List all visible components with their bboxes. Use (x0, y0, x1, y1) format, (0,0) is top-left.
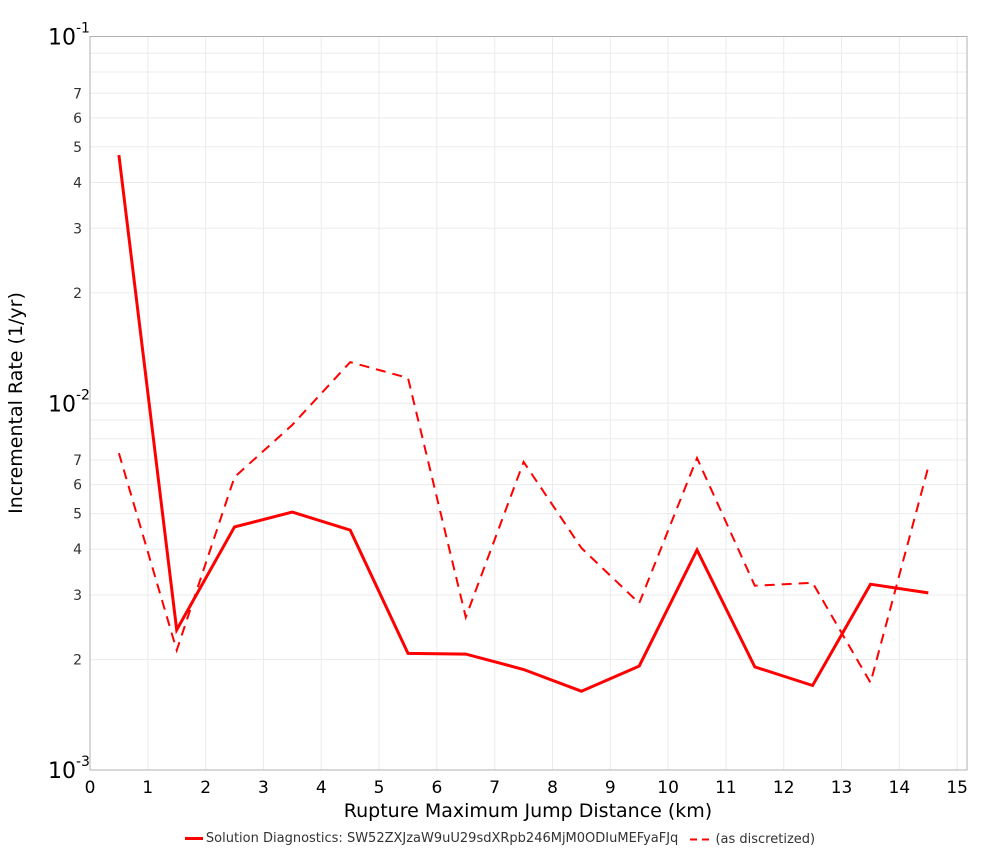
x-tick-label: 7 (489, 778, 500, 798)
x-tick-label: 9 (605, 778, 616, 798)
y-minor-tick-label: 3 (73, 588, 82, 604)
y-minor-tick-label: 4 (73, 542, 82, 558)
legend-label: (as discretized) (715, 831, 816, 847)
grid-lines (89, 36, 967, 771)
y-major-tick-label: 10 (48, 759, 76, 784)
discretized-series-line (117, 360, 930, 686)
x-axis-ticks: 0 1 2 3 4 5 6 7 8 9 10 11 12 13 14 15 (85, 778, 968, 798)
y-minor-tick-label: 6 (73, 478, 82, 494)
y-minor-tick-label: 3 (73, 221, 82, 237)
solution-series-line (117, 154, 929, 693)
x-tick-label: 2 (200, 778, 211, 798)
x-tick-label: 11 (715, 778, 737, 798)
x-axis-label: Rupture Maximum Jump Distance (km) (343, 800, 713, 822)
y-minor-tick-label: 5 (73, 140, 82, 156)
legend: Solution Diagnostics: SW52ZXJzaW9uU29sdX… (0, 829, 1000, 847)
x-tick-label: 3 (258, 778, 269, 798)
dashed-line-swatch-icon (690, 838, 713, 841)
y-major-tick-exponent: -3 (76, 754, 90, 770)
y-minor-tick-label: 2 (73, 653, 82, 669)
x-tick-label: 12 (773, 778, 795, 798)
x-tick-label: 6 (431, 778, 442, 798)
y-minor-tick-label: 7 (73, 86, 82, 102)
x-tick-label: 0 (85, 778, 96, 798)
y-minor-tick-label: 7 (73, 453, 82, 469)
y-major-tick-label: 10 (48, 392, 76, 417)
series-group (117, 154, 930, 693)
legend-item-solution: Solution Diagnostics: SW52ZXJzaW9uU29sdX… (184, 831, 679, 846)
y-minor-tick-label: 6 (73, 111, 82, 127)
x-tick-label: 15 (946, 778, 968, 798)
x-tick-label: 14 (889, 778, 911, 798)
y-axis-label: Incremental Rate (1/yr) (5, 292, 27, 514)
x-tick-label: 13 (831, 778, 853, 798)
y-minor-tick-label: 2 (73, 286, 82, 302)
x-tick-label: 8 (547, 778, 558, 798)
legend-item-discretized: (as discretized) (690, 832, 815, 847)
plot-area (89, 36, 968, 771)
x-tick-label: 5 (374, 778, 385, 798)
y-minor-tick-label: 5 (73, 507, 82, 523)
y-major-tick-exponent: -1 (76, 21, 90, 37)
x-tick-label: 1 (142, 778, 153, 798)
y-minor-tick-label: 4 (73, 175, 82, 191)
y-major-tick-exponent: -2 (76, 387, 90, 403)
y-major-tick-label: 10 (48, 26, 76, 51)
x-tick-label: 10 (657, 778, 679, 798)
legend-label: Solution Diagnostics: SW52ZXJzaW9uU29sdX… (205, 831, 679, 846)
solid-line-swatch-icon (184, 837, 203, 840)
x-tick-label: 4 (316, 778, 327, 798)
